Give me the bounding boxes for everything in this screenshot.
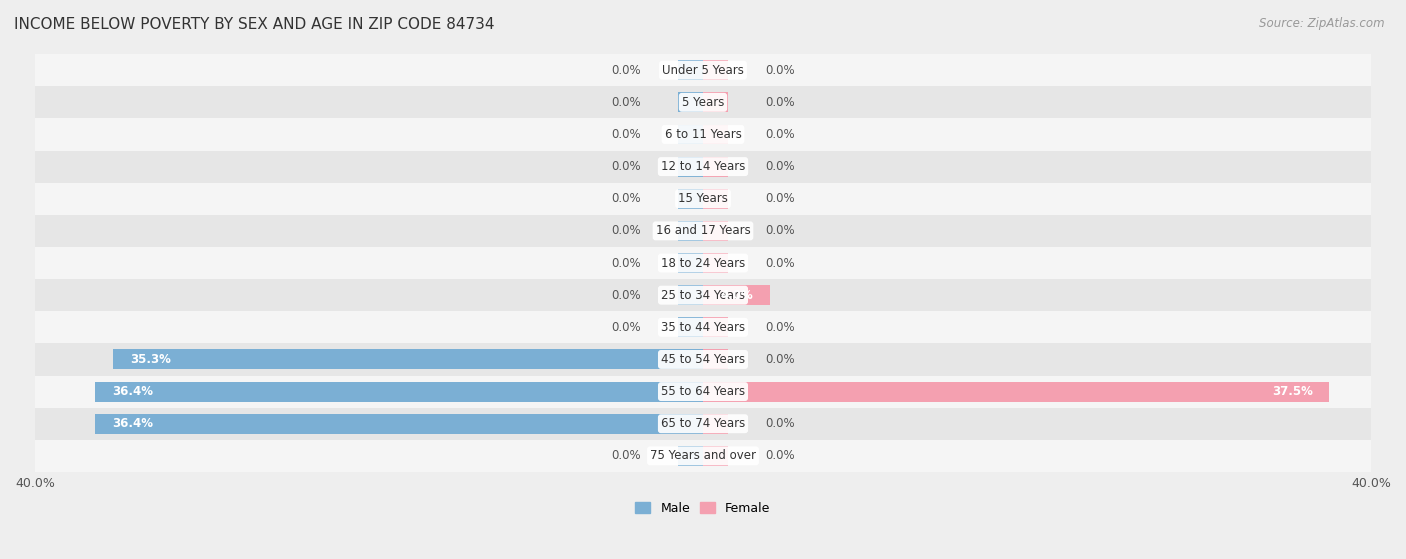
Bar <box>703 253 728 273</box>
Text: 0.0%: 0.0% <box>612 64 641 77</box>
Text: 0.0%: 0.0% <box>765 96 794 109</box>
Text: 0.0%: 0.0% <box>765 64 794 77</box>
Text: 12 to 14 Years: 12 to 14 Years <box>661 160 745 173</box>
Legend: Male, Female: Male, Female <box>630 497 776 520</box>
Text: 0.0%: 0.0% <box>765 192 794 205</box>
Text: 35.3%: 35.3% <box>131 353 172 366</box>
Text: 0.0%: 0.0% <box>765 160 794 173</box>
Text: Source: ZipAtlas.com: Source: ZipAtlas.com <box>1260 17 1385 30</box>
Text: 18 to 24 Years: 18 to 24 Years <box>661 257 745 269</box>
Text: 35 to 44 Years: 35 to 44 Years <box>661 321 745 334</box>
Bar <box>678 221 703 241</box>
Bar <box>703 221 728 241</box>
Bar <box>35 119 1371 150</box>
Bar <box>703 157 728 177</box>
Bar <box>703 285 770 305</box>
Bar <box>96 382 703 401</box>
Bar <box>678 446 703 466</box>
Text: 0.0%: 0.0% <box>612 96 641 109</box>
Text: 55 to 64 Years: 55 to 64 Years <box>661 385 745 398</box>
Bar <box>703 446 728 466</box>
Bar <box>35 408 1371 440</box>
Text: 45 to 54 Years: 45 to 54 Years <box>661 353 745 366</box>
Bar <box>703 125 728 144</box>
Bar <box>703 189 728 209</box>
Text: 0.0%: 0.0% <box>612 128 641 141</box>
Text: 0.0%: 0.0% <box>765 321 794 334</box>
Text: 0.0%: 0.0% <box>765 128 794 141</box>
Bar <box>703 60 728 80</box>
Bar <box>703 349 728 369</box>
Bar <box>35 376 1371 408</box>
Text: 0.0%: 0.0% <box>765 224 794 238</box>
Text: INCOME BELOW POVERTY BY SEX AND AGE IN ZIP CODE 84734: INCOME BELOW POVERTY BY SEX AND AGE IN Z… <box>14 17 495 32</box>
Text: 0.0%: 0.0% <box>612 160 641 173</box>
Bar <box>35 343 1371 376</box>
Bar <box>96 414 703 434</box>
Text: 0.0%: 0.0% <box>612 224 641 238</box>
Bar <box>703 92 728 112</box>
Bar <box>35 215 1371 247</box>
Bar <box>678 253 703 273</box>
Text: 16 and 17 Years: 16 and 17 Years <box>655 224 751 238</box>
Bar <box>678 318 703 337</box>
Text: 75 Years and over: 75 Years and over <box>650 449 756 462</box>
Text: Under 5 Years: Under 5 Years <box>662 64 744 77</box>
Bar <box>35 150 1371 183</box>
Text: 37.5%: 37.5% <box>1272 385 1313 398</box>
Text: 65 to 74 Years: 65 to 74 Years <box>661 417 745 430</box>
Text: 5 Years: 5 Years <box>682 96 724 109</box>
Bar <box>35 86 1371 119</box>
Bar <box>703 318 728 337</box>
Bar <box>678 92 703 112</box>
Bar <box>114 349 703 369</box>
Text: 36.4%: 36.4% <box>111 417 153 430</box>
Text: 4.0%: 4.0% <box>720 288 754 302</box>
Text: 0.0%: 0.0% <box>612 257 641 269</box>
Text: 0.0%: 0.0% <box>765 449 794 462</box>
Text: 36.4%: 36.4% <box>111 385 153 398</box>
Bar <box>678 125 703 144</box>
Bar <box>703 382 1329 401</box>
Text: 0.0%: 0.0% <box>765 353 794 366</box>
Bar <box>35 311 1371 343</box>
Text: 0.0%: 0.0% <box>765 257 794 269</box>
Bar <box>35 183 1371 215</box>
Bar <box>678 285 703 305</box>
Text: 15 Years: 15 Years <box>678 192 728 205</box>
Text: 0.0%: 0.0% <box>765 417 794 430</box>
Bar <box>35 247 1371 279</box>
Bar <box>35 54 1371 86</box>
Text: 6 to 11 Years: 6 to 11 Years <box>665 128 741 141</box>
Text: 25 to 34 Years: 25 to 34 Years <box>661 288 745 302</box>
Bar <box>678 60 703 80</box>
Bar <box>678 189 703 209</box>
Bar <box>35 279 1371 311</box>
Text: 0.0%: 0.0% <box>612 192 641 205</box>
Text: 0.0%: 0.0% <box>612 449 641 462</box>
Text: 0.0%: 0.0% <box>612 288 641 302</box>
Bar <box>678 157 703 177</box>
Bar <box>703 414 728 434</box>
Bar <box>35 440 1371 472</box>
Text: 0.0%: 0.0% <box>612 321 641 334</box>
